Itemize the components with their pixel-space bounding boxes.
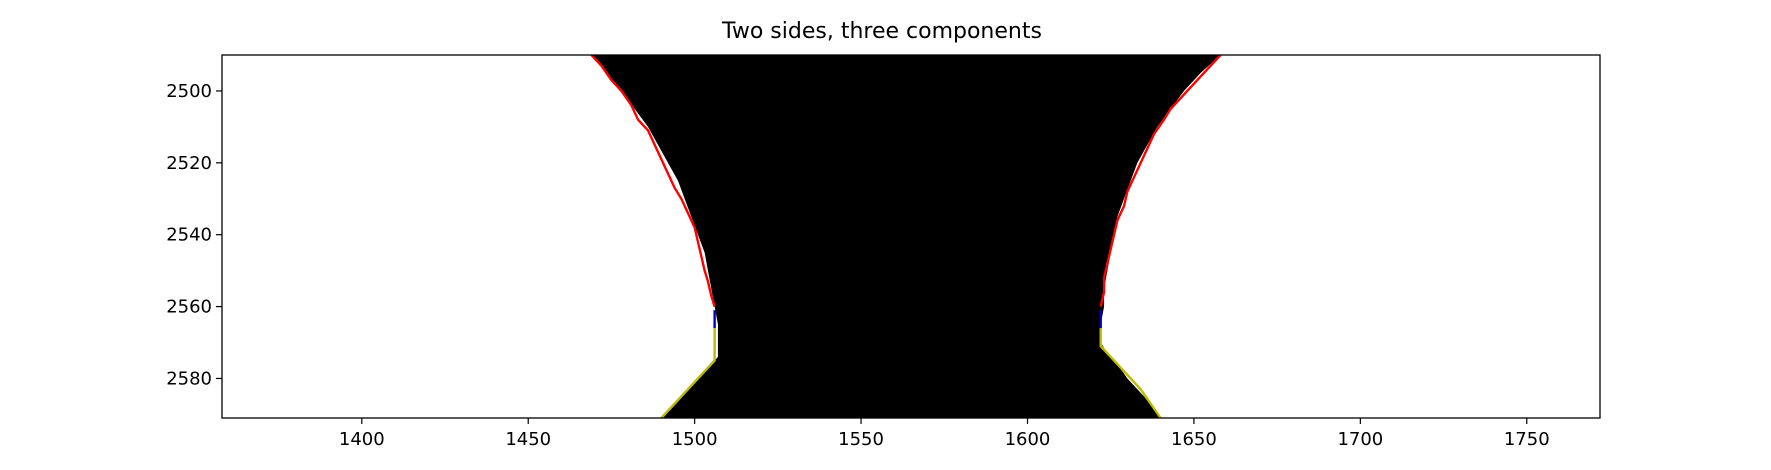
x-tick-label: 1650 <box>1171 429 1217 450</box>
plot-area <box>222 55 1600 418</box>
y-axis: 2500 2520 2540 2560 2580 <box>166 81 222 389</box>
x-tick-label: 1400 <box>339 429 385 450</box>
series-layer <box>590 55 1222 418</box>
y-tick-label: 2520 <box>166 153 212 174</box>
x-tick-label: 1600 <box>1005 429 1051 450</box>
x-tick-label: 1700 <box>1337 429 1383 450</box>
y-tick-label: 2560 <box>166 297 212 318</box>
series-line-0 <box>590 55 716 307</box>
filled-region <box>591 55 1221 418</box>
x-axis: 1400 1450 1500 1550 1600 1650 1700 1750 <box>339 418 1550 450</box>
x-tick-label: 1750 <box>1504 429 1550 450</box>
x-tick-label: 1500 <box>672 429 718 450</box>
plot-frame <box>221 54 1601 419</box>
y-tick-label: 2500 <box>166 81 212 102</box>
y-tick-label: 2540 <box>166 225 212 246</box>
x-tick-label: 1550 <box>838 429 884 450</box>
series-line-4 <box>660 328 716 418</box>
y-tick-label: 2580 <box>166 368 212 389</box>
chart-title: Two sides, three components <box>721 19 1042 44</box>
x-tick-label: 1450 <box>505 429 551 450</box>
series-line-1 <box>1099 55 1222 307</box>
series-line-5 <box>1099 328 1162 418</box>
